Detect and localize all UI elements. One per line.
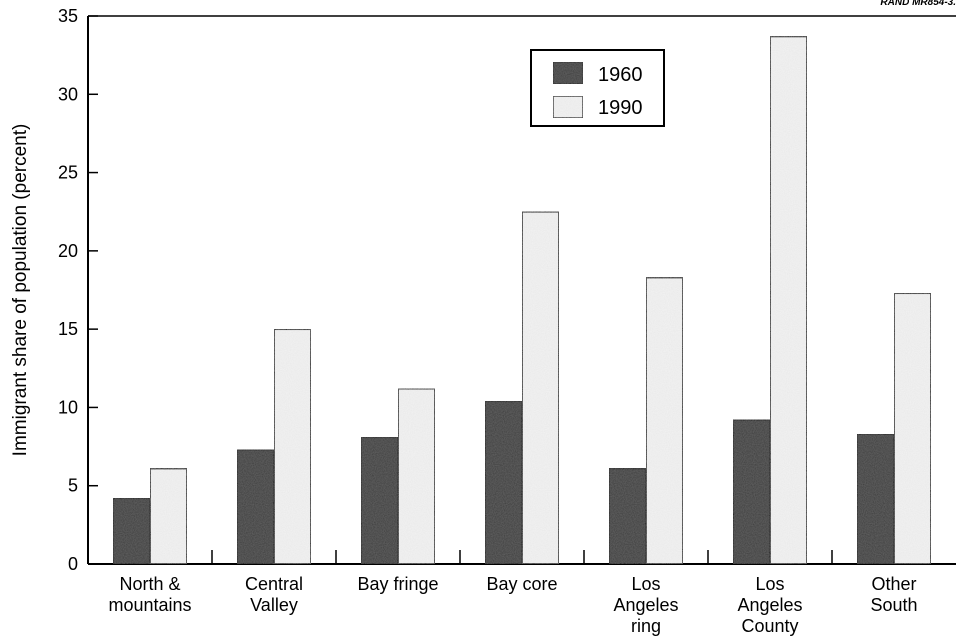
x-category-label: Angeles xyxy=(737,595,802,615)
legend-label-1990: 1990 xyxy=(598,97,643,119)
bar-1990-4 xyxy=(645,276,684,565)
y-tick-label: 10 xyxy=(58,397,78,417)
y-tick-label: 5 xyxy=(68,476,78,496)
bar-1990-5 xyxy=(769,35,808,565)
bar-1960-5 xyxy=(732,419,771,565)
y-tick-label: 25 xyxy=(58,163,78,183)
x-ticks xyxy=(211,550,833,564)
bar-1990-1 xyxy=(273,328,312,565)
bar-1960-6 xyxy=(856,433,895,565)
x-category-label: Central xyxy=(245,574,303,594)
bar-1960-4 xyxy=(608,467,647,565)
legend: 1960 1990 xyxy=(530,49,665,127)
bar-1990-3 xyxy=(521,210,560,565)
x-category-label: South xyxy=(870,595,917,615)
bars xyxy=(112,35,932,565)
legend-swatch-1990 xyxy=(552,95,584,119)
x-category-label: Los xyxy=(631,574,660,594)
x-category-label: County xyxy=(741,616,798,636)
x-category-label: ring xyxy=(631,616,661,636)
bar-1990-0 xyxy=(149,467,188,565)
bar-1960-1 xyxy=(236,448,275,565)
bar-1960-2 xyxy=(360,436,399,565)
x-category-label: Angeles xyxy=(613,595,678,615)
legend-label-1960: 1960 xyxy=(598,64,643,86)
bar-1960-0 xyxy=(112,497,151,565)
bar-1960-3 xyxy=(484,400,523,565)
y-tick-label: 30 xyxy=(58,84,78,104)
x-category-label: North & xyxy=(119,574,180,594)
x-category-label: Los xyxy=(755,574,784,594)
x-category-label: Bay fringe xyxy=(357,574,438,594)
y-tick-label: 20 xyxy=(58,241,78,261)
y-ticks: 0 5 10 15 20 25 30 35 xyxy=(58,6,98,574)
x-category-label: Valley xyxy=(250,595,298,615)
x-category-label: mountains xyxy=(108,595,191,615)
x-category-label: Other xyxy=(871,574,916,594)
y-tick-label: 0 xyxy=(68,554,78,574)
x-category-label: Bay core xyxy=(486,574,557,594)
legend-swatch-1960 xyxy=(552,61,584,85)
bar-1990-2 xyxy=(397,387,436,565)
y-axis-label: Immigrant share of population (percent) xyxy=(10,124,31,457)
corner-note: RAND MR854-3. xyxy=(880,0,956,8)
y-tick-label: 35 xyxy=(58,6,78,26)
y-tick-label: 15 xyxy=(58,319,78,339)
bar-1990-6 xyxy=(893,292,932,565)
